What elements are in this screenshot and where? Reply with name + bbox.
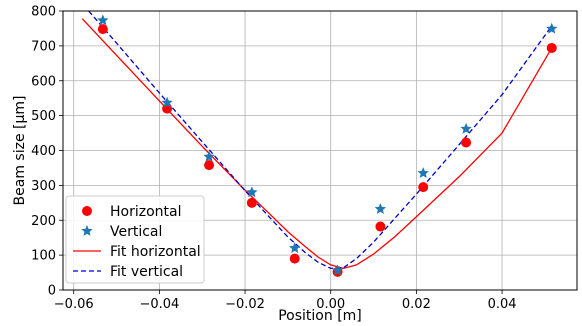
x-tick-label: −0.02: [225, 297, 265, 312]
data-point-vertical: [417, 167, 429, 179]
y-tick-label: 800: [31, 5, 56, 20]
data-point-vertical: [289, 242, 301, 253]
legend-swatch-vertical: [81, 225, 93, 236]
y-axis-label: Beam size [μm]: [12, 96, 28, 206]
data-markers: [97, 14, 558, 277]
legend-swatch-horizontal: [82, 206, 92, 216]
data-point-horizontal: [546, 42, 557, 53]
x-tick-label: 0.02: [402, 297, 431, 312]
legend-label-fit-vertical: Fit vertical: [110, 264, 183, 280]
data-point-horizontal: [418, 182, 429, 193]
y-tick-label: 100: [31, 249, 56, 264]
legend-marker-circle: [82, 206, 92, 216]
data-point-vertical: [203, 150, 215, 162]
data-point-vertical: [246, 186, 258, 198]
legend: Horizontal Vertical Fit horizontal Fit v…: [65, 195, 205, 284]
data-point-vertical: [161, 96, 173, 108]
y-tick-label: 300: [31, 179, 56, 194]
grid-lines: [63, 10, 577, 291]
y-tick-label: 600: [31, 74, 56, 89]
y-tick-label: 400: [31, 144, 56, 159]
data-point-horizontal: [461, 137, 472, 148]
data-point-horizontal: [289, 253, 300, 264]
x-tick-label: −0.06: [54, 297, 94, 312]
data-point-horizontal: [375, 221, 386, 232]
y-tick-label: 0: [48, 284, 56, 299]
x-tick-label: 0.04: [488, 297, 517, 312]
data-point-vertical: [546, 22, 558, 34]
legend-label-vertical: Vertical: [110, 224, 162, 240]
legend-marker-star: [81, 225, 93, 236]
data-point-horizontal: [246, 197, 257, 208]
x-tick-label: −0.04: [139, 297, 179, 312]
y-tick-label: 200: [31, 214, 56, 229]
x-tick-label: 0.00: [316, 297, 345, 312]
fit-line-2: [81, 18, 553, 270]
legend-label-horizontal: Horizontal: [110, 204, 181, 220]
y-tick-label: 500: [31, 109, 56, 124]
data-point-vertical: [97, 14, 109, 26]
data-point-vertical: [374, 203, 387, 214]
legend-label-fit-horizontal: Fit horizontal: [110, 244, 201, 260]
data-point-horizontal: [204, 160, 215, 171]
data-point-horizontal: [97, 24, 108, 35]
axis-ticks: −0.06 −0.04 −0.02 0.00 0.02 0.04 0 100 200 300 400…: [31, 5, 516, 313]
x-axis-label: Position [m]: [278, 308, 362, 324]
y-tick-label: 700: [31, 39, 56, 54]
data-point-vertical: [460, 122, 472, 134]
data-point-vertical: [331, 264, 344, 276]
legend-box: [65, 195, 205, 284]
